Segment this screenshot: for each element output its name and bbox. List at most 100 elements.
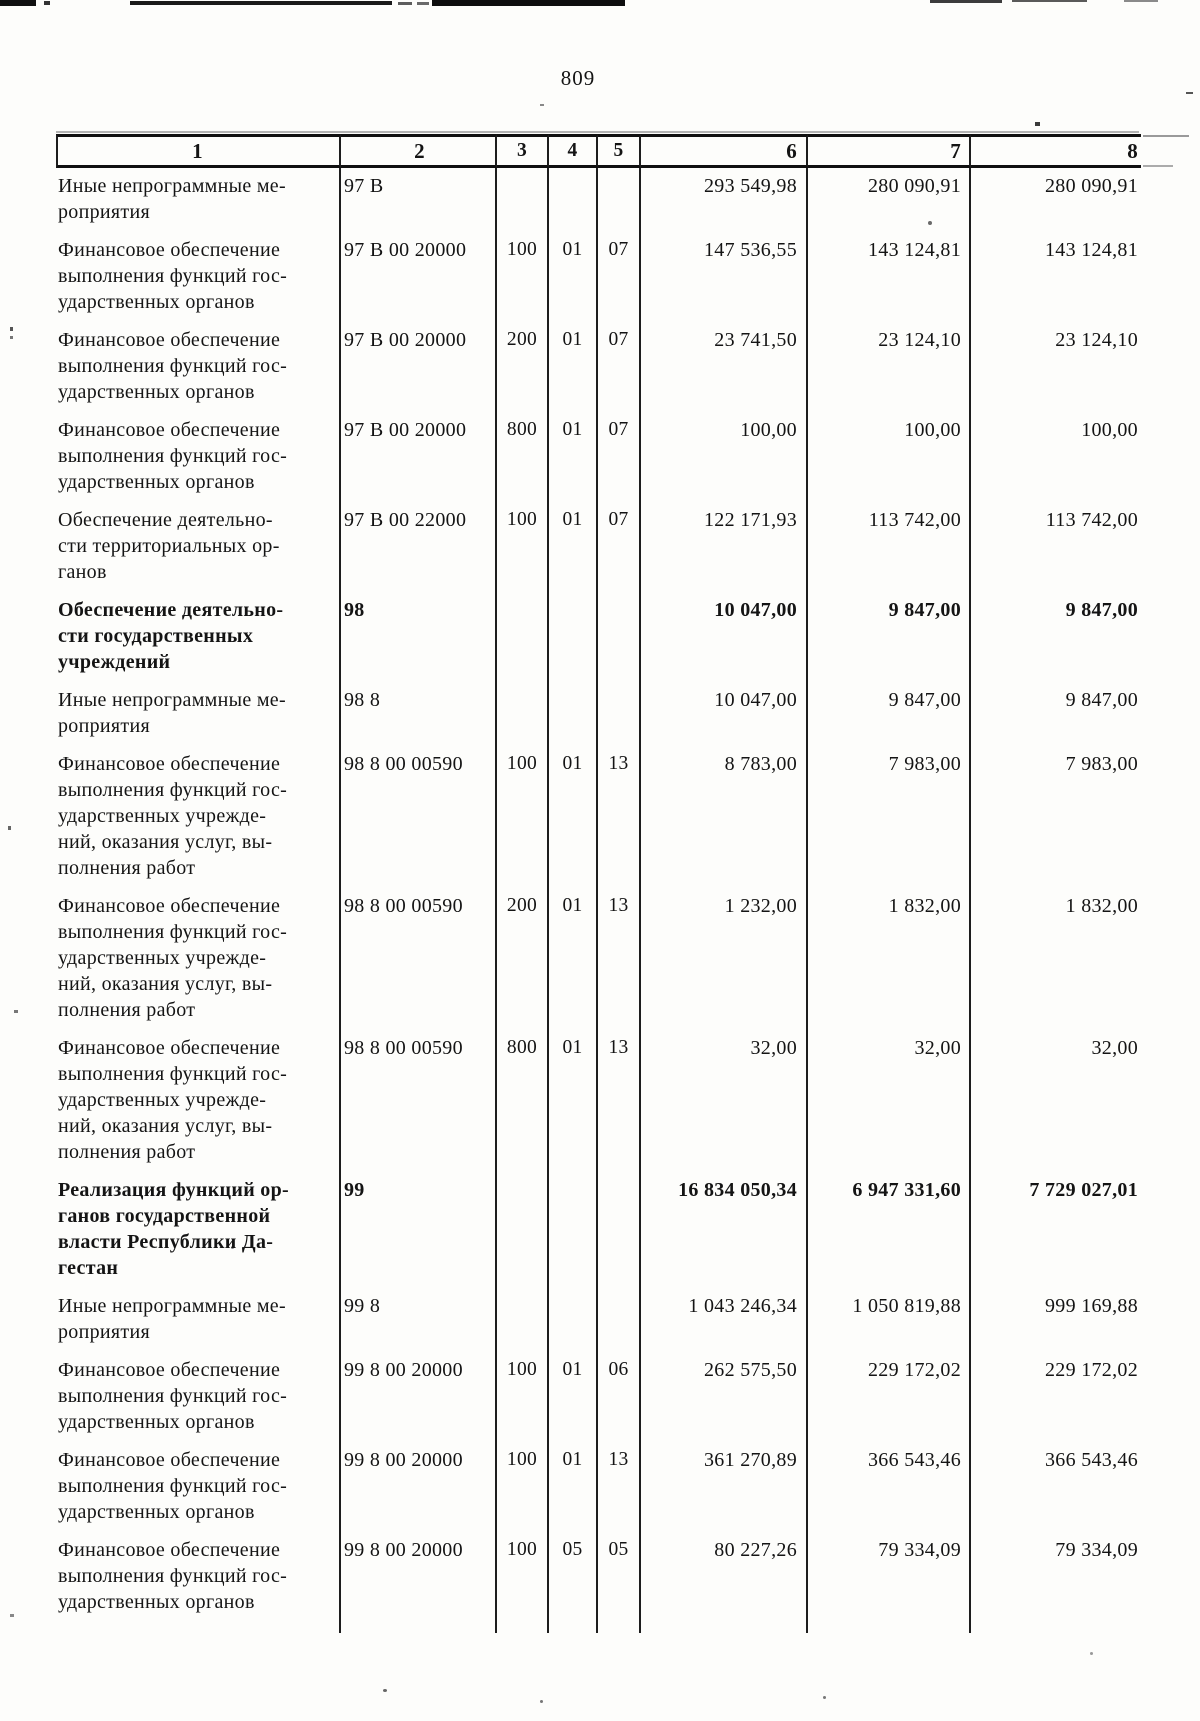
cell-activity-name: Финансовое обеспечение выполнения функци… xyxy=(56,1345,341,1435)
cell-razdel: 01 xyxy=(549,315,598,405)
cell-razdel xyxy=(549,1165,598,1281)
cell-expense-kind: 100 xyxy=(497,225,549,315)
scan-artifact xyxy=(44,1,50,5)
cell-expense-kind xyxy=(497,168,549,225)
cell-expense-kind xyxy=(497,1165,549,1281)
cell-amount-col7: 6 947 331,60 xyxy=(808,1165,971,1281)
cell-amount-col6: 147 536,55 xyxy=(641,225,808,315)
cell-target-article-code: 99 8 00 20000 xyxy=(341,1435,497,1525)
budget-table-grid: 1 2 3 4 5 6 7 8 Иные непрограммные ме- роприятия… xyxy=(56,134,1141,1633)
cell-expense-kind xyxy=(497,1281,549,1345)
cell-amount-col8: 366 543,46 xyxy=(1045,1449,1138,1471)
cell-activity-name: Обеспечение деятельно- сти государственн… xyxy=(56,585,341,675)
cell-razdel xyxy=(549,1281,598,1345)
scan-artifact xyxy=(930,0,1002,3)
cell-amount-col7: 32,00 xyxy=(808,1023,971,1165)
cell-amount-col7: 7 983,00 xyxy=(808,739,971,881)
header-col-2: 2 xyxy=(341,134,497,168)
cell-amount-col6: 16 834 050,34 xyxy=(641,1165,808,1281)
cell-target-article-code: 97 В 00 22000 xyxy=(341,495,497,585)
cell-activity-name: Финансовое обеспечение выполнения функци… xyxy=(56,1023,341,1165)
cell-amount-col8: 280 090,91 xyxy=(1045,175,1138,197)
cell-activity-name: Иные непрограммные ме- роприятия xyxy=(56,675,341,739)
cell-podrazdel: 13 xyxy=(598,881,641,1023)
cell-target-article-code: 97 В 00 20000 xyxy=(341,405,497,495)
scan-artifact xyxy=(417,2,429,5)
scan-speck xyxy=(1090,1652,1093,1655)
cell-target-article-code: 97 В 00 20000 xyxy=(341,315,497,405)
scan-speck xyxy=(14,1010,18,1013)
cell-amount-col7: 113 742,00 xyxy=(808,495,971,585)
cell-podrazdel: 07 xyxy=(598,495,641,585)
cell-podrazdel xyxy=(598,168,641,225)
cell-amount-col6: 100,00 xyxy=(641,405,808,495)
cell-razdel: 05 xyxy=(549,1525,598,1633)
cell-razdel: 01 xyxy=(549,1435,598,1525)
cell-razdel: 01 xyxy=(549,405,598,495)
cell-target-article-code: 97 В 00 20000 xyxy=(341,225,497,315)
cell-activity-name: Финансовое обеспечение выполнения функци… xyxy=(56,881,341,1023)
cell-amount-col6: 8 783,00 xyxy=(641,739,808,881)
scan-speck xyxy=(10,336,13,339)
cell-podrazdel xyxy=(598,585,641,675)
cell-podrazdel: 13 xyxy=(598,739,641,881)
cell-expense-kind: 800 xyxy=(497,405,549,495)
cell-amount-col7: 1 050 819,88 xyxy=(808,1281,971,1345)
cell-expense-kind: 100 xyxy=(497,739,549,881)
cell-target-article-code: 98 8 xyxy=(341,675,497,739)
cell-activity-name: Финансовое обеспечение выполнения функци… xyxy=(56,739,341,881)
cell-podrazdel: 13 xyxy=(598,1435,641,1525)
cell-amount-col6: 122 171,93 xyxy=(641,495,808,585)
scan-speck xyxy=(823,1696,826,1699)
cell-razdel: 01 xyxy=(549,495,598,585)
header-col-7: 7 xyxy=(808,134,971,168)
cell-podrazdel: 07 xyxy=(598,315,641,405)
scan-artifact xyxy=(432,0,625,6)
cell-expense-kind: 100 xyxy=(497,1435,549,1525)
scan-speck xyxy=(8,826,11,830)
cell-amount-col6: 32,00 xyxy=(641,1023,808,1165)
cell-podrazdel xyxy=(598,1281,641,1345)
scan-speck xyxy=(1186,92,1193,94)
cell-target-article-code: 97 В xyxy=(341,168,497,225)
cell-expense-kind: 200 xyxy=(497,881,549,1023)
cell-target-article-code: 98 8 00 00590 xyxy=(341,739,497,881)
cell-amount-col7: 100,00 xyxy=(808,405,971,495)
cell-amount-col7: 9 847,00 xyxy=(808,585,971,675)
cell-expense-kind: 100 xyxy=(497,1345,549,1435)
cell-podrazdel xyxy=(598,675,641,739)
cell-amount-col6: 80 227,26 xyxy=(641,1525,808,1633)
cell-expense-kind xyxy=(497,585,549,675)
cell-amount-col8: 143 124,81 xyxy=(1045,239,1138,261)
cell-target-article-code: 99 8 00 20000 xyxy=(341,1345,497,1435)
cell-activity-name: Финансовое обеспечение выполнения функци… xyxy=(56,225,341,315)
cell-amount-col6: 1 232,00 xyxy=(641,881,808,1023)
scan-speck xyxy=(383,1689,387,1692)
scan-ghost-line xyxy=(1143,135,1189,137)
scan-speck xyxy=(540,104,544,106)
cell-activity-name: Реализация функций ор- ганов государстве… xyxy=(56,1165,341,1281)
cell-expense-kind: 100 xyxy=(497,495,549,585)
cell-amount-col8: 32,00 xyxy=(1091,1037,1138,1059)
cell-amount-col6: 293 549,98 xyxy=(641,168,808,225)
cell-amount-col8: 113 742,00 xyxy=(1045,509,1138,531)
cell-amount-col8: 23 124,10 xyxy=(1055,329,1138,351)
cell-amount-col7: 79 334,09 xyxy=(808,1525,971,1633)
cell-amount-col7: 143 124,81 xyxy=(808,225,971,315)
cell-razdel: 01 xyxy=(549,1023,598,1165)
cell-amount-col8: 7 983,00 xyxy=(1065,753,1138,775)
budget-table: 1 2 3 4 5 6 7 8 Иные непрограммные ме- роприятия… xyxy=(56,131,1189,1633)
scan-speck xyxy=(540,1700,543,1703)
cell-razdel xyxy=(549,168,598,225)
cell-razdel: 01 xyxy=(549,739,598,881)
header-col-4: 4 xyxy=(549,134,598,168)
cell-activity-name: Финансовое обеспечение выполнения функци… xyxy=(56,1525,341,1633)
cell-amount-col6: 10 047,00 xyxy=(641,675,808,739)
cell-activity-name: Финансовое обеспечение выполнения функци… xyxy=(56,315,341,405)
scan-artifact xyxy=(398,2,412,5)
cell-amount-col6: 23 741,50 xyxy=(641,315,808,405)
cell-amount-col6: 361 270,89 xyxy=(641,1435,808,1525)
scan-ghost-line xyxy=(56,131,1139,133)
header-col-1: 1 xyxy=(56,134,341,168)
cell-podrazdel: 07 xyxy=(598,405,641,495)
